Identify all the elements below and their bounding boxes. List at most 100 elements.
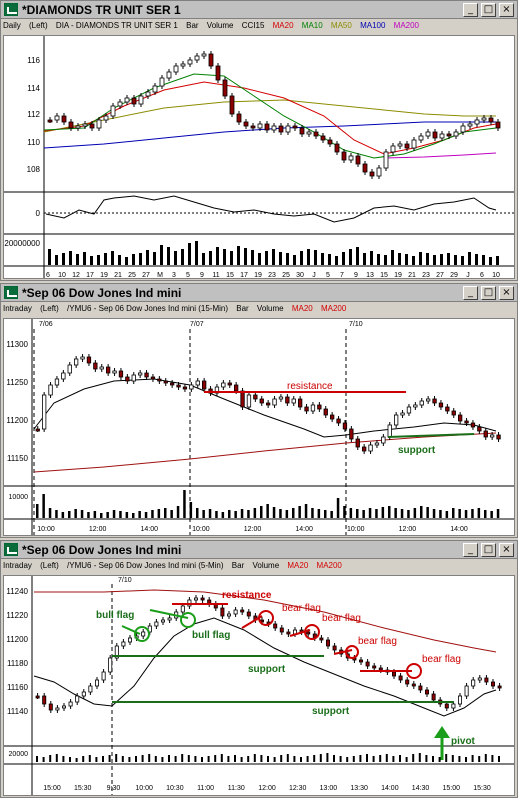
candle-body (400, 412, 405, 416)
candle-body (221, 382, 226, 388)
volume-bar (230, 251, 233, 265)
price-tick: 11180 (7, 659, 29, 668)
x-axis-label: 12:00 (399, 526, 417, 533)
x-axis-label: 25 (128, 272, 136, 279)
volume-bar (90, 256, 93, 265)
volume-bar (306, 756, 309, 762)
title-bar: *DIAMONDS TR UNIT SER 1 _ □ × (1, 1, 517, 19)
candle-body (477, 677, 482, 681)
date-marker: 7/06 (39, 321, 53, 328)
daily-price-bars (47, 51, 501, 179)
volume-bar (400, 509, 404, 518)
candle-body (471, 679, 476, 687)
x-axis-label: 3 (172, 272, 176, 279)
price-tick: 11250 (6, 378, 28, 387)
candle-body (477, 426, 482, 432)
resistance-label: resistance (222, 590, 272, 601)
volume-bar (384, 255, 387, 265)
ma100-label: MA100 (360, 21, 386, 30)
volume-bar (128, 757, 131, 762)
volume-bar (475, 254, 478, 265)
candle-body (279, 627, 284, 633)
candle-body (453, 131, 459, 137)
volume-bar (61, 512, 65, 518)
volume-bar (183, 490, 186, 518)
volume-bar (112, 510, 116, 518)
volume-bar (286, 754, 289, 762)
candle-body (405, 679, 410, 685)
minimize-button[interactable]: _ (463, 286, 478, 300)
close-button[interactable]: × (499, 286, 514, 300)
volume-bar (176, 506, 180, 518)
x-axis-label: 19 (254, 272, 262, 279)
price-tick: 116 (27, 56, 40, 65)
x-axis-label: 14:00 (295, 526, 313, 533)
volume-bar (468, 252, 471, 265)
volume-bar (420, 506, 423, 518)
volume-bar (83, 252, 86, 265)
candle-body (240, 609, 245, 613)
volume-bar (286, 253, 289, 265)
volume-bar (319, 754, 322, 762)
candle-body (481, 117, 487, 121)
volume-bar (209, 251, 212, 265)
volume-bar (104, 253, 107, 265)
x-axis-label: 21 (408, 272, 416, 279)
volume-bar (36, 504, 39, 518)
candle-body (106, 366, 111, 374)
minimize-button[interactable]: _ (463, 3, 478, 17)
volume-bar (174, 756, 177, 762)
x-axis-label: 15 (380, 272, 388, 279)
volume-bar (153, 252, 156, 265)
volume-bar (48, 249, 51, 265)
candle-body (138, 95, 144, 105)
volume-bar (392, 756, 395, 762)
symbol-label: /YMU6 - Sep 06 Dow Jones Ind mini (5-Min… (67, 561, 224, 570)
candle-body (313, 131, 319, 137)
volume-bar (375, 509, 378, 518)
maximize-button[interactable]: □ (481, 3, 496, 17)
bull-flag-marker (180, 612, 196, 628)
bear-flag-marker (258, 610, 274, 626)
volume-bar (69, 251, 72, 265)
candle-body (418, 135, 424, 141)
candle-body (131, 97, 137, 105)
intraday-15min-chart[interactable]: 7/06 7/07 7/10 11300 11250 11200 11150 r… (3, 318, 515, 536)
volume-bar (215, 511, 218, 518)
candle-body (310, 404, 316, 412)
candle-body (227, 382, 232, 386)
volume-bar (391, 250, 394, 265)
price-tick: 112 (27, 110, 40, 119)
candle-body (369, 171, 375, 177)
close-button[interactable]: × (499, 543, 514, 557)
candle-body (397, 143, 403, 147)
daily-chart[interactable]: 116 114 112 110 108 0 20000000 6 10 12 17 19… (3, 35, 515, 279)
candle-body (271, 125, 277, 131)
volume-bar (189, 502, 193, 518)
volume-bar (234, 511, 237, 518)
volume-bar (336, 498, 340, 518)
intraday-5min-chart[interactable]: 7/10 11240 11220 11200 11180 11160 11140… (3, 575, 515, 796)
x-axis-label: 27 (436, 272, 444, 279)
candle-body (319, 637, 324, 641)
minimize-button[interactable]: _ (463, 543, 478, 557)
volume-bar (339, 756, 342, 762)
candle-body (137, 372, 143, 376)
ma20-line (33, 378, 497, 438)
volume-bar (216, 247, 219, 265)
volume-bar (352, 756, 355, 762)
window-title: *DIAMONDS TR UNIT SER 1 (22, 3, 181, 17)
candle-body (358, 659, 363, 663)
maximize-button[interactable]: □ (481, 286, 496, 300)
candle-body (208, 53, 214, 67)
candle-body (439, 133, 445, 139)
volume-bar (36, 756, 38, 762)
volume-bar (477, 508, 481, 518)
maximize-button[interactable]: □ (481, 543, 496, 557)
candle-body (114, 645, 119, 659)
ma200-line (34, 589, 497, 653)
x-axis-label: J (312, 272, 316, 279)
candle-body (348, 155, 354, 161)
bull-flag-label: bull flag (192, 630, 230, 641)
close-button[interactable]: × (499, 3, 514, 17)
